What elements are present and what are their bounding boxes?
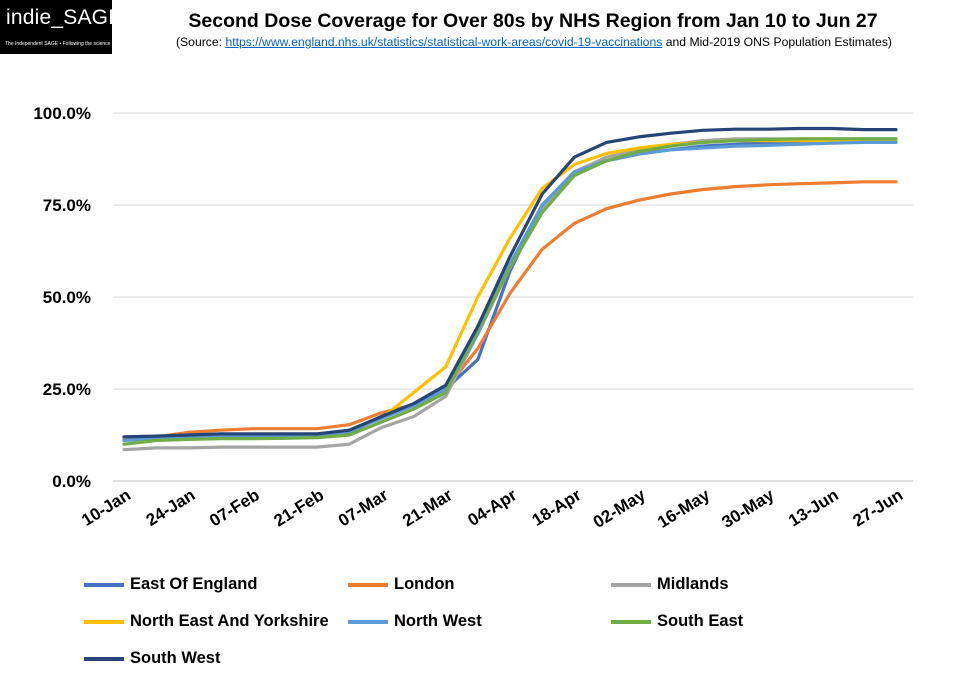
logo-text: indie_SAGE xyxy=(6,6,123,29)
legend-label: Midlands xyxy=(657,575,729,593)
source-prefix: (Source: xyxy=(175,35,226,49)
x-tick-label: 07-Feb xyxy=(206,485,263,530)
legend-item: North West xyxy=(348,612,482,631)
logo-tagline: The Independent SAGE • Following the sci… xyxy=(5,41,111,47)
x-tick-label: 24-Jan xyxy=(143,485,199,530)
legend-label: South East xyxy=(657,612,744,630)
legend-swatch xyxy=(348,582,388,587)
x-tick-label: 21-Feb xyxy=(271,485,328,530)
legend-swatch xyxy=(348,619,388,624)
x-tick-label: 16-May xyxy=(654,485,713,532)
y-tick-label: 100.0% xyxy=(33,104,91,123)
legend-item: South West xyxy=(84,649,220,668)
source-suffix: and Mid-2019 ONS Population Estimates) xyxy=(662,35,892,49)
legend-label: South West xyxy=(130,649,221,667)
y-tick-label: 75.0% xyxy=(43,196,91,215)
x-tick-label: 21-Mar xyxy=(399,485,456,530)
chart-title: Second Dose Coverage for Over 80s by NHS… xyxy=(188,10,878,32)
chart-source: (Source: https://www.england.nhs.uk/stat… xyxy=(118,35,950,49)
legend-swatch xyxy=(84,656,124,661)
series-line xyxy=(122,126,898,439)
legend-item: South East xyxy=(611,612,743,631)
legend-swatch xyxy=(611,619,651,624)
legend-item: Midlands xyxy=(611,575,729,594)
source-link[interactable]: https://www.england.nhs.uk/statistics/st… xyxy=(225,35,663,49)
y-tick-label: 0.0% xyxy=(52,472,91,491)
legend-item: North East And Yorkshire xyxy=(84,612,329,631)
legend-swatch xyxy=(84,582,124,587)
x-tick-label: 27-Jun xyxy=(850,485,907,530)
legend-item: East Of England xyxy=(84,575,257,594)
series-line xyxy=(122,140,898,443)
y-tick-label: 50.0% xyxy=(43,288,91,307)
series-line xyxy=(122,137,898,446)
x-tick-label: 07-Mar xyxy=(335,485,392,530)
x-tick-label: 04-Apr xyxy=(464,485,520,530)
series-line xyxy=(122,180,898,441)
x-tick-label: 30-May xyxy=(719,485,778,532)
legend-label: London xyxy=(394,575,455,593)
x-tick-label: 02-May xyxy=(590,485,649,532)
x-tick-label: 10-Jan xyxy=(78,485,134,530)
x-tick-label: 13-Jun xyxy=(785,485,842,530)
legend-label: East Of England xyxy=(130,575,258,593)
legend-item: London xyxy=(348,575,454,594)
legend-swatch xyxy=(611,582,651,587)
legend-label: North East And Yorkshire xyxy=(130,612,329,630)
x-tick-label: 18-Apr xyxy=(529,485,585,530)
indie-sage-logo: indie_SAGE The Independent SAGE • Follow… xyxy=(0,0,122,54)
legend-label: North West xyxy=(394,612,482,630)
legend-swatch xyxy=(84,619,124,624)
y-tick-label: 25.0% xyxy=(43,380,91,399)
